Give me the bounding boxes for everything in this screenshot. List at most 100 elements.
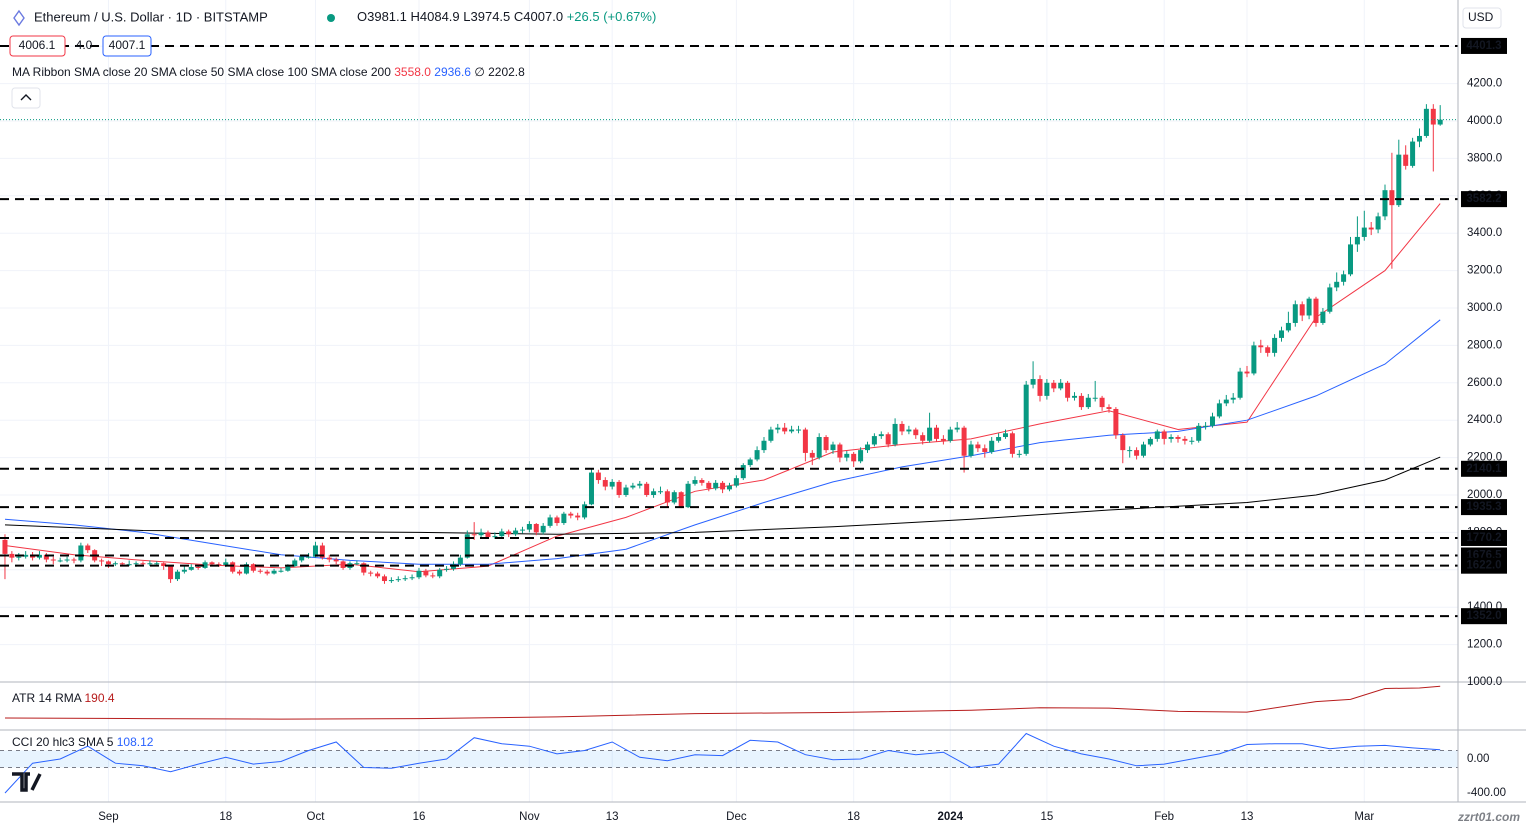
indicator-line [4,685,1441,720]
candle-body [1030,379,1036,385]
candle-body [1113,408,1119,436]
candle-body [1065,382,1071,398]
candle-body [726,485,732,490]
level-label-box [1461,191,1507,208]
candle-body [243,564,249,574]
candle-body [1209,416,1215,426]
candle-body [851,453,857,462]
candle-body [71,559,77,561]
y-tick-label: 3200.0 [1467,265,1502,277]
level-label-box [1461,499,1507,516]
indicator-line [4,732,1441,794]
candle-body [1099,397,1105,408]
candle-body [526,523,532,530]
candle-body [1230,397,1236,400]
candle-body [1382,190,1388,217]
candle-body [513,530,519,535]
candle-body [664,491,670,503]
ask-price[interactable]: 4007.1 [109,38,146,52]
candle-body [133,563,139,565]
candle-body [644,483,650,495]
candle-body [671,492,677,503]
candle-body [1423,108,1429,136]
bid-price[interactable]: 4006.1 [19,38,56,52]
candle-body [147,563,153,565]
buy-box[interactable] [102,35,152,57]
level-label: 2140.1 [1466,463,1502,475]
candle-body [809,452,815,458]
candle-body [306,556,312,558]
x-tick-label: Dec [726,811,747,823]
candle-body [506,531,512,535]
candle-body [1044,382,1050,396]
level-label: 1622.0 [1466,560,1501,572]
ma-value: ∅ [474,65,484,79]
y-tick-label: 2800.0 [1467,339,1502,351]
candle-body [1078,395,1084,408]
candle-body [112,563,118,565]
candle-body [154,563,160,565]
candle-body [478,532,484,536]
candle-body [982,448,988,452]
candle-body [1134,450,1140,456]
collapse-button[interactable] [11,87,41,109]
x-tick-label: 18 [219,811,232,823]
watermark: zzrt01.com [1457,810,1520,824]
x-tick-label: 13 [606,811,619,823]
candle-body [733,478,739,486]
candle-body [885,434,891,445]
candle-body [333,559,339,562]
candle-body [892,423,898,445]
candle-body [1161,431,1167,439]
candle-body [602,480,608,487]
level-label: 4401.3 [1466,40,1501,52]
candle-body [864,444,870,451]
collapse-icon[interactable] [20,94,32,101]
candle-body [43,554,49,560]
y-tick-label: 2400.0 [1467,414,1502,426]
candle-body [209,562,215,565]
candle-body [292,560,298,567]
candle-body [795,429,801,431]
candle-body [188,566,194,570]
candle-body [1085,397,1091,408]
candle-body [168,566,174,580]
candle-body [678,492,684,508]
candle-body [568,513,574,516]
y-tick-label: 3000.0 [1467,302,1502,314]
candle-body [257,570,263,572]
candle-body [264,571,270,574]
currency-button[interactable] [1462,7,1502,29]
ohlc-close: C4007.0 [514,9,563,24]
x-tick-label: 2024 [937,811,963,823]
candle-body [99,560,105,562]
candle-body [609,481,615,487]
candle-body [533,523,539,533]
candle-body [685,483,691,508]
candle-body [1002,433,1008,438]
ma-line [4,456,1441,535]
candle-body [140,563,146,565]
candle-body [1168,437,1174,439]
candle-body [1175,437,1181,439]
ohlc-values: O3981.1 H4084.9 L3974.5 C4007.0 +26.5 (+… [357,9,656,24]
candle-body [57,560,63,562]
plot-area [0,0,1458,802]
candle-body [1272,337,1278,353]
ohlc-change: +26.5 (+0.67%) [567,9,657,24]
overlay: Sep 18 Oct 16 Nov 13 Dec 18 2024 15 Feb 13 Mar 1000.0… [98,37,1507,823]
candle-body [802,429,808,453]
currency[interactable]: USD [1468,10,1494,24]
candle-body [299,556,305,561]
candle-body [547,517,553,526]
candle-body [326,557,332,560]
candle-body [50,559,56,561]
candle-body [740,465,746,479]
candle-body [657,491,663,493]
candle-body [354,563,360,565]
sell-box[interactable] [9,35,66,57]
candle-body [913,429,919,436]
candle-body [1216,403,1222,417]
candle-body [1299,304,1305,316]
candle-body [1347,244,1353,275]
